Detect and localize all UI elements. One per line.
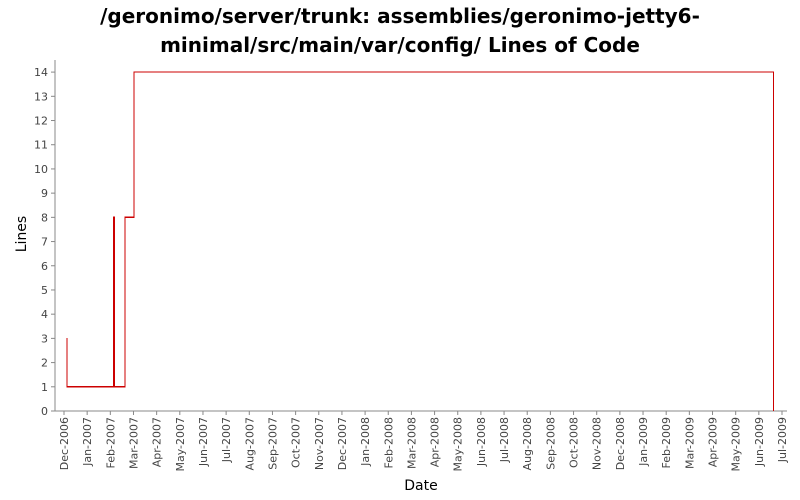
x-tick-label: Apr-2009 xyxy=(707,417,720,467)
y-tick-label: 4 xyxy=(41,308,48,321)
chart-title-line-1: /geronimo/server/trunk: assemblies/geron… xyxy=(100,4,700,28)
x-tick-label: Nov-2008 xyxy=(591,417,604,470)
x-tick-label: Apr-2007 xyxy=(151,417,164,467)
y-tick-label: 1 xyxy=(41,381,48,394)
y-tick-label: 13 xyxy=(34,90,48,103)
x-tick-label: Jan-2009 xyxy=(637,417,650,467)
x-tick-label: Jun-2009 xyxy=(753,417,766,467)
x-tick-label: Apr-2008 xyxy=(429,417,442,467)
x-tick-label: May-2009 xyxy=(730,417,743,472)
series-lines xyxy=(66,71,775,411)
y-tick-label: 3 xyxy=(41,332,48,345)
y-tick-label: 12 xyxy=(34,115,48,128)
x-tick-label: Feb-2008 xyxy=(382,417,395,468)
x-tick-label: Dec-2008 xyxy=(614,417,627,470)
x-tick-label: Aug-2008 xyxy=(521,417,534,470)
y-tick-label: 9 xyxy=(41,187,48,200)
y-tick-label: 14 xyxy=(34,66,48,79)
x-tick-label: Mar-2008 xyxy=(405,417,418,469)
y-tick-label: 10 xyxy=(34,163,48,176)
x-tick-label: May-2008 xyxy=(452,417,465,472)
x-tick-label: Jun-2008 xyxy=(475,417,488,467)
x-tick-label: Mar-2007 xyxy=(127,417,140,469)
x-tick-label: Aug-2007 xyxy=(243,417,256,470)
y-tick-label: 6 xyxy=(41,260,48,273)
x-tick-label: Sep-2007 xyxy=(266,417,279,470)
y-tick-label: 5 xyxy=(41,284,48,297)
y-axis-label: Lines xyxy=(14,216,30,252)
x-tick-label: Nov-2007 xyxy=(313,417,326,470)
x-tick-label: Jul-2008 xyxy=(498,417,511,463)
x-axis-label: Date xyxy=(404,478,437,494)
x-tick-label: Dec-2006 xyxy=(58,417,71,470)
x-axis: Dec-2006 Jan-2007 Feb-2007 Mar-2007 Apr-2007… xyxy=(55,410,789,472)
x-tick-label: Jul-2007 xyxy=(220,417,233,463)
x-tick-label: Oct-2008 xyxy=(568,417,581,468)
x-tick-label: Jul-2009 xyxy=(776,417,789,463)
x-tick-label: Sep-2008 xyxy=(544,417,557,470)
x-tick-label: Feb-2007 xyxy=(104,417,117,468)
y-tick-label: 7 xyxy=(41,236,48,249)
x-tick-label: Mar-2009 xyxy=(683,417,696,469)
x-tick-label: Jun-2007 xyxy=(197,417,210,467)
y-tick-label: 8 xyxy=(41,211,48,224)
series-line xyxy=(66,71,775,411)
chart-title: /geronimo/server/trunk: assemblies/geron… xyxy=(0,2,800,60)
y-tick-label: 2 xyxy=(41,357,48,370)
y-tick-label: 11 xyxy=(34,139,48,152)
chart-title-line-2: minimal/src/main/var/config/ Lines of Co… xyxy=(160,33,640,57)
x-tick-label: Jan-2008 xyxy=(359,417,372,467)
x-tick-label: Jan-2007 xyxy=(81,417,94,467)
x-tick-label: Feb-2009 xyxy=(660,417,673,468)
x-tick-label: Dec-2007 xyxy=(336,417,349,470)
y-tick-label: 0 xyxy=(41,405,48,418)
x-tick-label: Oct-2007 xyxy=(290,417,303,468)
x-tick-label: May-2007 xyxy=(174,417,187,472)
